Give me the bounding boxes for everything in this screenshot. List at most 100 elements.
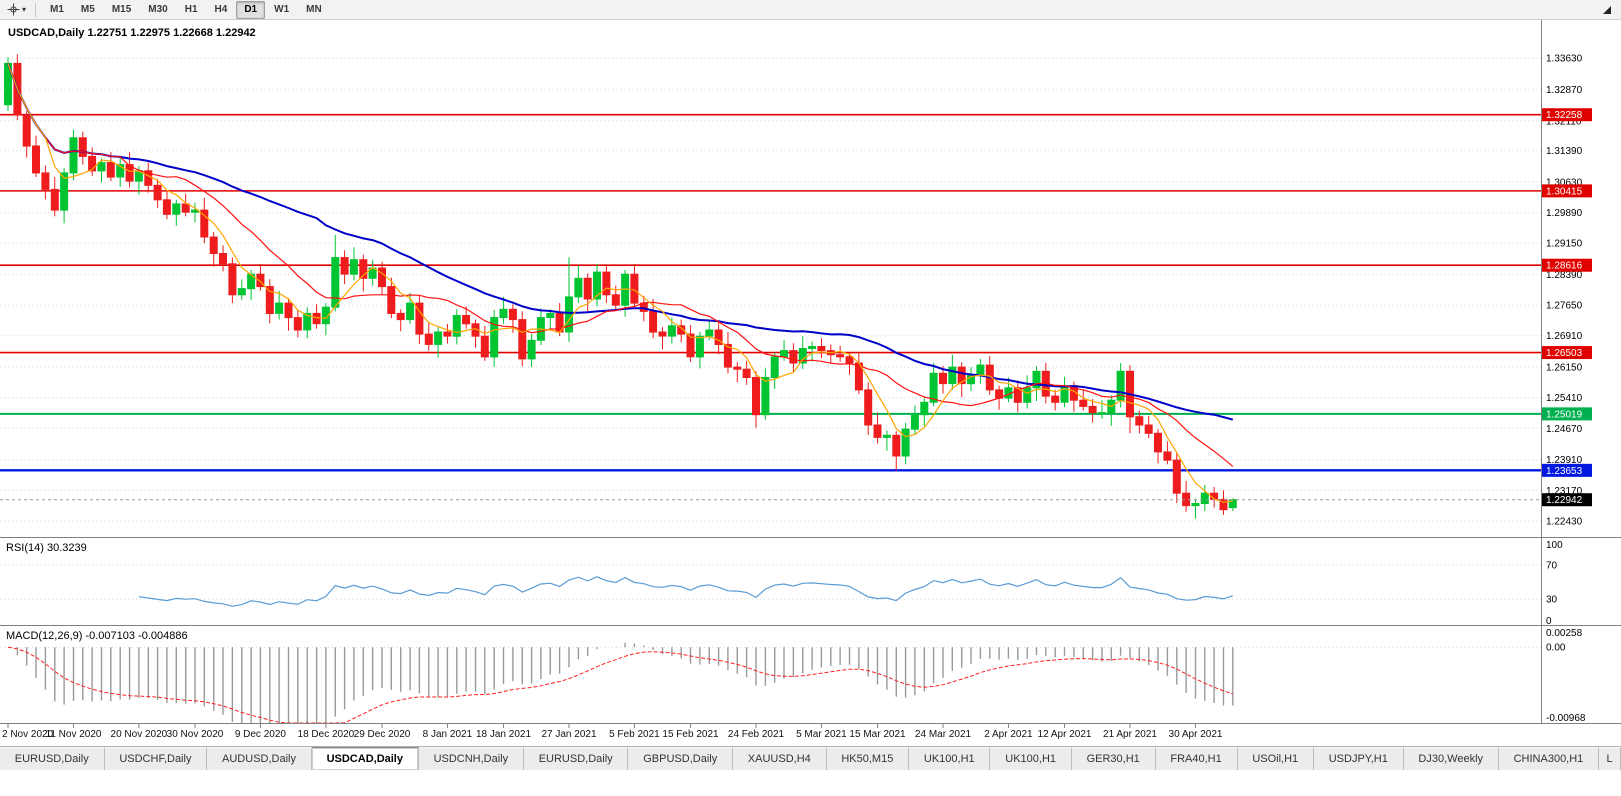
- tab-usoil-h1[interactable]: USOil,H1: [1237, 747, 1314, 770]
- chart-scroll-indicator-icon[interactable]: [1603, 5, 1611, 14]
- candle-body: [125, 164, 134, 182]
- candle-body: [1144, 424, 1153, 434]
- date-label: 27 Jan 2021: [541, 729, 596, 740]
- price-line-label-box: [1542, 258, 1592, 272]
- price-tick-label: 1.33630: [1546, 54, 1583, 65]
- rsi-scale-label: 30: [1546, 595, 1558, 606]
- timeframe-button-w1[interactable]: W1: [274, 3, 290, 15]
- timeframe-button-h4[interactable]: H4: [214, 3, 228, 15]
- candle-body: [88, 155, 97, 172]
- price-line-label: 1.23653: [1546, 466, 1583, 477]
- candle-body: [153, 184, 162, 201]
- macd-histogram: [16, 642, 1234, 723]
- timeframe-button-m30[interactable]: M30: [148, 3, 168, 15]
- timeframe-button-m15[interactable]: M15: [111, 3, 132, 15]
- date-label: 12 Apr 2021: [1038, 729, 1092, 740]
- candle-body: [1163, 451, 1172, 461]
- tab-l[interactable]: L: [1599, 747, 1621, 770]
- candle-body: [611, 294, 620, 306]
- candle-body: [387, 286, 396, 315]
- candle-body: [1023, 387, 1032, 403]
- tab-uk100-h1[interactable]: UK100,H1: [909, 747, 991, 770]
- date-label: 9 Dec 2020: [235, 729, 287, 740]
- candle-body: [957, 366, 966, 385]
- tab-xauusd-h4[interactable]: XAUUSD,H4: [733, 747, 827, 770]
- price-tick-label: 1.32110: [1546, 116, 1582, 127]
- date-label: 15 Feb 2021: [662, 729, 719, 740]
- candle-body: [172, 203, 181, 215]
- candle-body: [714, 329, 723, 345]
- tab-ger30-h1[interactable]: GER30,H1: [1071, 747, 1156, 770]
- price-tick-label: 1.23170: [1546, 486, 1583, 497]
- timeframe-button-d1[interactable]: D1: [236, 0, 266, 19]
- crosshair-tool-button[interactable]: ▾: [4, 2, 29, 17]
- price-tick-label: 1.29890: [1546, 208, 1583, 219]
- macd-scale-label: -0.00968: [1546, 713, 1586, 724]
- candle-body: [1135, 416, 1144, 426]
- candle-body: [1051, 395, 1060, 403]
- candle-body: [237, 288, 246, 296]
- tab-usdcad-daily[interactable]: USDCAD,Daily: [311, 747, 419, 770]
- horizontal-lines[interactable]: 1.32258 1.30415 1.28616 1.26503 1.25019 1.236…: [0, 108, 1592, 477]
- candle-body: [1172, 459, 1181, 494]
- candle-body: [1013, 387, 1022, 403]
- price-line-label: 1.28616: [1546, 261, 1583, 272]
- candle-body: [293, 317, 302, 331]
- tab-china300-h1[interactable]: CHINA300,H1: [1498, 747, 1600, 770]
- date-label: 15 Mar 2021: [849, 729, 906, 740]
- tab-gbpusd-daily[interactable]: GBPUSD,Daily: [628, 747, 734, 770]
- timeframe-button-h1[interactable]: H1: [184, 3, 198, 15]
- candle-body: [50, 188, 59, 211]
- candle-body: [228, 263, 237, 296]
- candle-body: [910, 414, 919, 430]
- macd-scale-label: 0.00258: [1546, 628, 1583, 639]
- timeframe-button-mn[interactable]: MN: [306, 3, 322, 15]
- price-line-label: 1.30415: [1546, 186, 1583, 197]
- tab-eurusd-daily[interactable]: EURUSD,Daily: [0, 747, 105, 770]
- candle-body: [798, 348, 807, 364]
- candle-body: [396, 312, 405, 321]
- current-price-label-box: [1542, 493, 1592, 507]
- price-tick-label: 1.32870: [1546, 85, 1583, 96]
- candle-body: [705, 329, 714, 337]
- tab-eurusd-daily[interactable]: EURUSD,Daily: [523, 747, 629, 770]
- date-label: 2 Nov 2020: [2, 729, 54, 740]
- candle-body: [200, 209, 209, 238]
- candle-body: [331, 257, 340, 308]
- candle-body: [106, 162, 115, 178]
- price-line-label-box: [1542, 346, 1592, 360]
- candle-body: [181, 203, 190, 213]
- date-label: 30 Apr 2021: [1169, 729, 1223, 740]
- timeframe-button-m5[interactable]: M5: [80, 3, 95, 15]
- price-tick-label: 1.26150: [1546, 363, 1583, 374]
- chart-area[interactable]: 1.33630 1.32870 1.32110 1.31390 1.30630 1.298…: [0, 20, 1621, 746]
- tab-audusd-daily[interactable]: AUDUSD,Daily: [207, 747, 312, 770]
- candle-body: [359, 259, 368, 279]
- macd-signal-line: [7, 646, 1233, 724]
- candle-body: [443, 331, 452, 337]
- tab-usdjpy-h1[interactable]: USDJPY,H1: [1313, 747, 1404, 770]
- candle-body: [1219, 498, 1228, 511]
- price-axis[interactable]: 1.33630 1.32870 1.32110 1.31390 1.30630 1.298…: [1546, 54, 1583, 528]
- date-label: 20 Nov 2020: [111, 729, 168, 740]
- date-label: 21 Apr 2021: [1103, 729, 1157, 740]
- candle-body: [415, 302, 424, 335]
- tab-usdchf-daily[interactable]: USDCHF,Daily: [104, 747, 208, 770]
- tab-uk100-h1[interactable]: UK100,H1: [990, 747, 1072, 770]
- candle-body: [882, 434, 891, 438]
- moving-average-line-13: [7, 63, 1234, 467]
- candlestick-series: [4, 54, 1237, 519]
- dropdown-caret-icon: ▾: [22, 4, 27, 14]
- tab-usdcnh-daily[interactable]: USDCNH,Daily: [418, 747, 524, 770]
- candle-body: [1098, 412, 1106, 415]
- candle-body: [303, 312, 312, 331]
- tab-hk50-m15[interactable]: HK50,M15: [826, 747, 910, 770]
- candle-body: [1154, 432, 1162, 453]
- candle-body: [677, 325, 686, 335]
- tab-fra40-h1[interactable]: FRA40,H1: [1155, 747, 1238, 770]
- tab-dj30-weekly[interactable]: DJ30,Weekly: [1403, 747, 1499, 770]
- candle-body: [789, 350, 798, 364]
- candle-body: [593, 271, 601, 300]
- timeframe-button-m1[interactable]: M1: [50, 3, 64, 15]
